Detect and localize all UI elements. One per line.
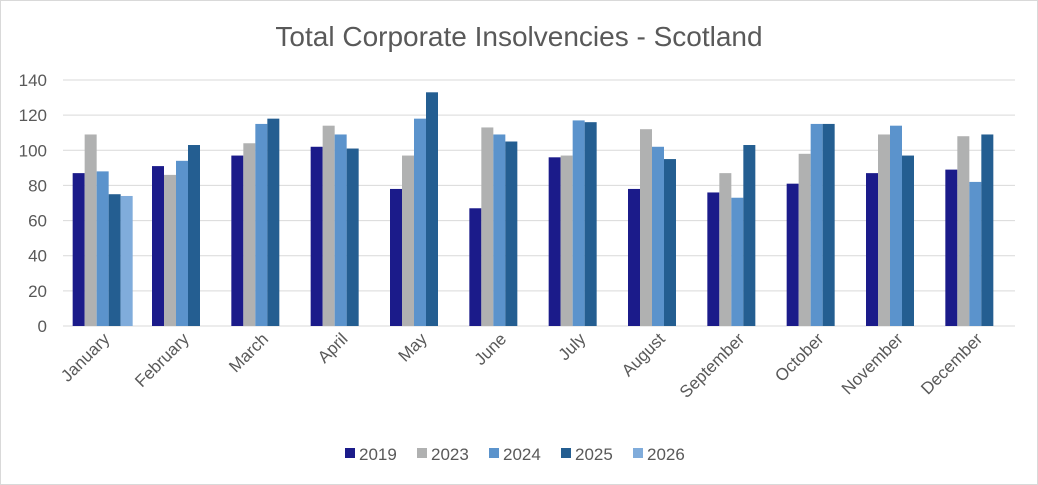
bar-2023-may xyxy=(402,155,414,326)
bar-2025-february xyxy=(188,145,200,326)
bar-2019-december xyxy=(945,169,958,326)
y-tick-label: 60 xyxy=(28,212,47,231)
bar-2024-april xyxy=(334,134,347,326)
legend-label: 2019 xyxy=(359,445,397,464)
y-axis: 0 20 40 60 80 100 120 140 xyxy=(19,71,47,336)
y-tick-label: 140 xyxy=(19,71,47,90)
x-tick-label: February xyxy=(131,329,193,391)
bar-2025-march xyxy=(267,118,280,327)
bar-2023-february xyxy=(164,174,176,326)
gridlines xyxy=(63,79,1015,327)
y-tick-label: 20 xyxy=(28,282,47,301)
bar-2025-august xyxy=(664,159,676,326)
x-tick-label: October xyxy=(771,329,827,385)
bar-2019-april xyxy=(310,146,323,326)
y-tick-label: 40 xyxy=(28,247,47,266)
bar-2019-august xyxy=(628,188,640,326)
x-tick-label: March xyxy=(225,329,272,376)
legend-label: 2026 xyxy=(647,445,685,464)
bar-2019-february xyxy=(152,166,164,326)
legend-swatch-2019 xyxy=(345,448,355,458)
bar-2019-september xyxy=(707,192,720,326)
bar-2024-march xyxy=(255,123,268,326)
bar-2024-december xyxy=(969,181,982,326)
bar-2023-october xyxy=(798,153,811,326)
x-tick-label: July xyxy=(555,329,590,364)
x-tick-label: May xyxy=(395,329,431,365)
x-axis: January February March April May June July Augu… xyxy=(57,329,986,402)
legend-swatch-2026 xyxy=(633,448,643,458)
bar-2025-april xyxy=(346,148,359,326)
bar-2023-july xyxy=(560,155,573,326)
legend-label: 2024 xyxy=(503,445,541,464)
x-tick-label: August xyxy=(618,329,669,380)
legend-swatch-2024 xyxy=(489,448,499,458)
bar-2019-may xyxy=(390,188,402,326)
y-tick-label: 120 xyxy=(19,106,47,125)
bar-2019-november xyxy=(866,173,878,326)
bar-2025-november xyxy=(902,155,914,326)
legend: 2019 2023 2024 2025 2026 xyxy=(345,445,685,464)
bar-2024-july xyxy=(572,120,585,327)
bar-2025-october xyxy=(822,123,835,326)
legend-swatch-2025 xyxy=(561,448,571,458)
legend-swatch-2023 xyxy=(417,448,427,458)
bar-2025-january xyxy=(108,194,121,326)
bar-2023-september xyxy=(719,173,732,326)
bar-2024-june xyxy=(493,134,506,326)
bar-2024-february xyxy=(176,160,188,326)
x-tick-label: June xyxy=(471,329,511,369)
bar-2023-april xyxy=(322,125,335,326)
y-tick-label: 0 xyxy=(38,317,47,336)
bar-2025-july xyxy=(584,122,597,327)
x-tick-label: January xyxy=(57,329,114,386)
bar-2025-september xyxy=(743,145,756,326)
y-tick-label: 100 xyxy=(19,141,47,160)
bar-2023-march xyxy=(243,143,256,326)
bar-2024-august xyxy=(652,146,664,326)
bar-2025-december xyxy=(981,134,994,326)
x-tick-label: April xyxy=(314,329,351,366)
bar-2019-march xyxy=(231,155,244,326)
bar-2019-january xyxy=(72,173,85,326)
y-tick-label: 80 xyxy=(28,176,47,195)
bar-2024-november xyxy=(890,125,902,326)
chart-title: Total Corporate Insolvencies - Scotland xyxy=(275,21,762,52)
bar-2023-june xyxy=(481,127,494,326)
bar-2023-november xyxy=(878,134,890,326)
x-tick-label: December xyxy=(917,329,986,398)
legend-label: 2025 xyxy=(575,445,613,464)
legend-label: 2023 xyxy=(431,445,469,464)
bar-2024-january xyxy=(96,171,109,326)
bar-2023-january xyxy=(84,134,97,326)
bar-2026-january xyxy=(120,195,133,326)
bar-2019-june xyxy=(469,208,482,326)
bar-2025-june xyxy=(505,141,518,326)
x-tick-label: November xyxy=(838,329,907,398)
x-tick-label: September xyxy=(676,329,748,401)
bar-2025-may xyxy=(426,92,438,326)
bar-2019-july xyxy=(548,157,561,326)
bar-2023-august xyxy=(640,129,652,326)
bar-2024-october xyxy=(810,123,823,326)
bars xyxy=(72,92,994,327)
bar-2023-december xyxy=(957,136,970,326)
bar-2024-september xyxy=(731,197,744,326)
bar-2019-october xyxy=(786,183,799,326)
bar-2024-may xyxy=(414,118,426,327)
